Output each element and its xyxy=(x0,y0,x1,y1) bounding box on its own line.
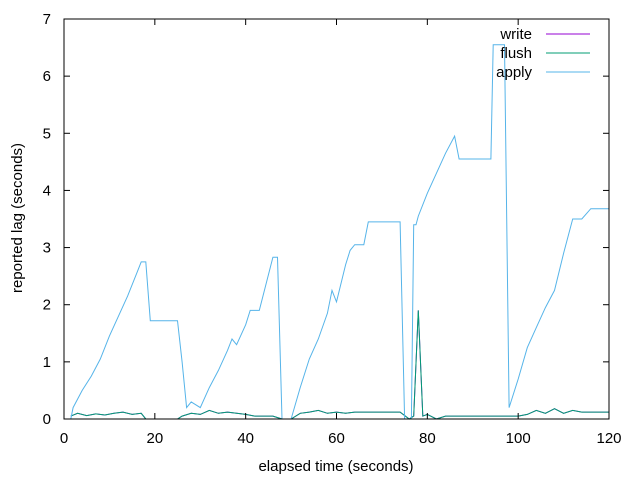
series-line-apply xyxy=(70,44,609,420)
x-tick-label: 120 xyxy=(596,430,621,447)
legend-label-apply: apply xyxy=(496,64,532,81)
x-tick-label: 20 xyxy=(146,430,163,447)
y-tick-label: 4 xyxy=(43,182,51,199)
x-tick-label: 100 xyxy=(506,430,531,447)
y-axis-label: reported lag (seconds) xyxy=(9,143,26,293)
x-tick-label: 80 xyxy=(419,430,436,447)
x-tick-label: 60 xyxy=(328,430,345,447)
y-tick-label: 5 xyxy=(43,125,51,142)
y-tick-label: 7 xyxy=(43,11,51,28)
y-tick-label: 1 xyxy=(43,354,51,371)
y-tick-label: 0 xyxy=(43,411,51,428)
axes: 0 20 40 60 80 100 120 0 1 2 3 4 5 6 7 xyxy=(43,11,622,447)
series-line-write xyxy=(70,310,609,420)
y-tick-label: 3 xyxy=(43,240,51,257)
x-tick-label: 0 xyxy=(60,430,68,447)
legend-label-flush: flush xyxy=(500,45,532,62)
plot-area xyxy=(70,44,609,420)
x-axis-label: elapsed time (seconds) xyxy=(258,458,413,475)
legend: write flush apply xyxy=(496,26,590,81)
y-tick-label: 2 xyxy=(43,297,51,314)
x-tick-label: 40 xyxy=(237,430,254,447)
y-tick-label: 6 xyxy=(43,68,51,85)
series-line-flush xyxy=(70,310,609,420)
legend-label-write: write xyxy=(499,26,532,43)
